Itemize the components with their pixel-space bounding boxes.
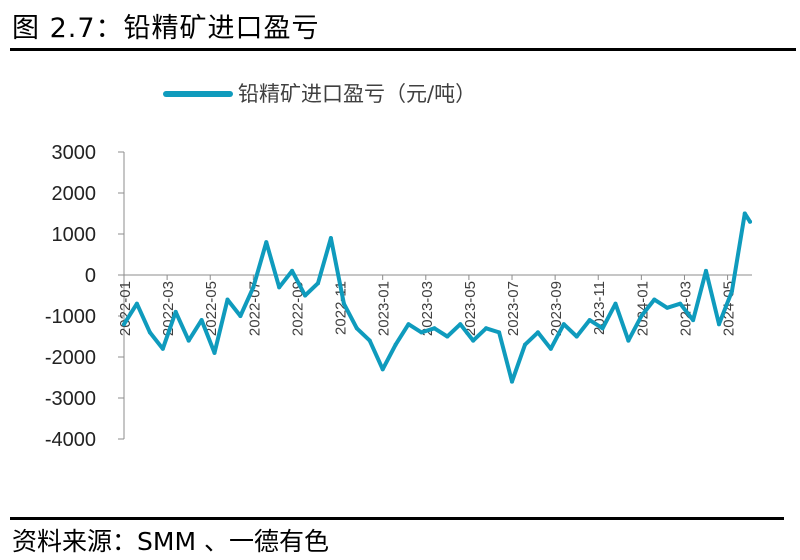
plot-area	[122, 211, 752, 384]
source-note: 资料来源：SMM 、一德有色	[12, 527, 329, 556]
data-point	[354, 326, 359, 331]
data-point	[367, 338, 372, 343]
data-point	[199, 318, 204, 323]
y-tick-label: 3000	[52, 142, 97, 164]
y-tick-label: -1000	[45, 306, 96, 328]
data-point	[419, 330, 424, 335]
data-point	[535, 330, 540, 335]
data-point	[341, 301, 346, 306]
data-point	[742, 211, 747, 216]
data-point	[639, 314, 644, 318]
data-point	[147, 330, 152, 335]
data-point	[290, 268, 295, 273]
y-tick-label: -3000	[45, 388, 96, 410]
y-tick-label: -2000	[45, 347, 96, 369]
figure-title: 图 2.7：铅精矿进口盈亏	[12, 13, 320, 44]
data-point	[678, 301, 683, 306]
y-tick-label: -4000	[45, 429, 96, 451]
x-tick-label: 2022-11	[333, 281, 350, 335]
data-point	[160, 346, 165, 351]
data-point	[691, 318, 696, 323]
data-point	[380, 367, 385, 372]
data-point	[458, 322, 463, 327]
data-point	[173, 309, 178, 314]
y-tick-label: 2000	[52, 183, 97, 205]
data-point	[497, 330, 502, 335]
x-tick-label: 2022-07	[246, 281, 263, 336]
data-point	[600, 326, 605, 331]
data-point	[186, 338, 191, 343]
data-point	[548, 346, 553, 351]
x-tick-label: 2023-01	[376, 281, 393, 336]
data-point	[432, 326, 437, 331]
data-point	[652, 297, 657, 302]
series-line	[122, 211, 752, 384]
title-rule	[10, 48, 796, 51]
data-point	[665, 305, 670, 310]
x-tick-label: 2023-05	[462, 281, 479, 336]
data-point	[574, 334, 579, 339]
data-point	[729, 289, 734, 294]
data-point	[523, 342, 527, 347]
source-rule	[10, 517, 784, 520]
x-axis: 2022-01 2022-03 2022-05 2022-07 2022-09 2022-…	[117, 274, 752, 336]
data-point	[134, 301, 139, 306]
x-tick-label: 2022-05	[203, 281, 220, 336]
data-point	[406, 322, 411, 327]
x-tick-label: 2023-07	[505, 281, 522, 336]
y-tick-label: 1000	[52, 224, 97, 246]
data-point	[510, 379, 514, 384]
x-tick-label: 2022-01	[117, 281, 134, 336]
x-tick-label: 2023-03	[419, 281, 436, 336]
data-point	[238, 314, 243, 318]
data-point	[277, 285, 282, 290]
legend-label: 铅精矿进口盈亏（元/吨）	[238, 82, 476, 106]
y-axis: 3000 2000 1000 0 -1000 -2000 -3000 -4000	[45, 142, 125, 451]
data-point	[471, 338, 476, 343]
data-point	[748, 219, 752, 224]
data-point	[626, 338, 631, 343]
x-tick-label: 2022-09	[289, 281, 306, 336]
data-point	[251, 285, 256, 290]
x-tick-label: 2024-05	[721, 281, 738, 336]
x-tick-label: 2023-09	[548, 281, 565, 336]
data-point	[445, 334, 450, 339]
legend: 铅精矿进口盈亏（元/吨）	[163, 82, 476, 106]
data-point	[393, 342, 398, 347]
y-tick-label: 0	[85, 265, 96, 287]
data-point	[613, 301, 618, 306]
data-point	[484, 326, 489, 331]
data-point	[328, 236, 333, 241]
data-point	[264, 240, 269, 245]
data-point	[303, 293, 308, 298]
data-point	[704, 268, 708, 273]
data-point	[212, 350, 217, 355]
data-point	[122, 322, 126, 327]
data-point	[587, 318, 592, 323]
data-point	[561, 322, 566, 327]
data-point	[225, 297, 230, 302]
data-point	[316, 281, 320, 286]
data-point	[717, 322, 721, 327]
